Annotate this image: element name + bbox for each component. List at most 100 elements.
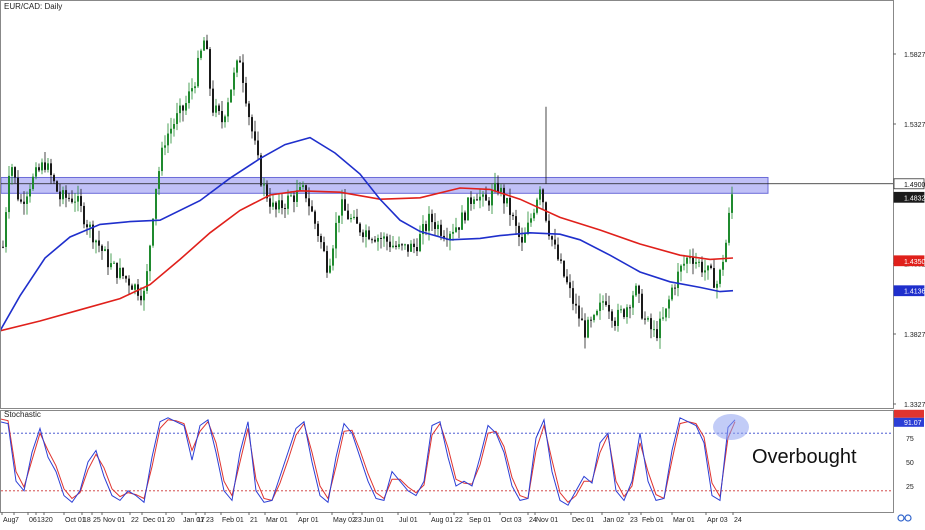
candle-body [521,237,523,243]
candle-body [134,284,136,289]
candle-body [182,106,184,111]
x-tick-label: Feb 01 [642,517,664,524]
stoch-tick-label: 25 [906,484,914,491]
candle-body [419,234,421,251]
candle-body [401,244,403,245]
candle-body [242,62,244,83]
candle-body [647,318,649,320]
x-tick-label: 20 [45,517,53,524]
x-tick-label: Oct 03 [501,517,522,524]
candle-body [173,124,175,129]
candle-body [338,216,340,223]
candle-body [275,203,277,210]
candle-body [278,200,280,209]
candle-body [365,230,367,237]
candle-body [473,199,475,204]
candle-body [50,163,52,175]
candle-body [698,262,700,263]
candle-body [644,319,646,320]
price-panel [0,35,893,349]
candle-body [440,225,442,236]
candle-body [257,141,259,156]
candle-body [65,190,67,198]
candle-body [482,194,484,196]
y-tick-label: 1.5327 [904,122,925,129]
candle-body [320,236,322,242]
candle-body [113,263,115,264]
candle-body [353,217,355,218]
logo-icon-2 [905,515,911,521]
x-tick-label: May 02 [333,517,356,524]
candle-body [170,129,172,134]
candle-body [83,206,85,224]
candle-body [176,113,178,124]
price-label-text: 1.4832 [904,195,925,202]
candle-body [563,261,565,277]
x-tick-label: 18 [83,517,91,524]
candle-body [659,319,661,338]
candle-body [131,285,133,289]
candle-body [95,240,97,242]
candle-body [428,214,430,231]
candle-body [35,167,37,176]
candle-body [125,276,127,279]
stoch-tick-label: 50 [906,460,914,467]
candle-body [719,270,721,284]
candle-body [722,262,724,270]
candle-body [140,296,142,300]
candle-body [731,194,733,213]
candle-body [470,197,472,204]
candle-body [515,216,517,226]
candle-body [347,211,349,220]
candle-body [542,189,544,202]
candle-body [314,211,316,223]
candle-body [557,245,559,260]
candle-body [41,162,43,170]
stochastic-title: Stochastic [4,410,41,419]
candle-body [551,236,553,240]
candle-body [299,187,301,190]
candle-body [596,311,598,315]
candle-body [233,73,235,90]
candle-body [371,239,373,240]
candle-body [692,257,694,264]
candle-body [599,303,601,311]
candle-body [638,286,640,294]
candle-body [308,198,310,206]
y-tick-label: 1.3327 [904,402,925,409]
candle-body [56,181,58,191]
candle-body [392,246,394,247]
candle-body [554,240,556,245]
candle-body [578,306,580,319]
candle-body [260,155,262,185]
y-tick-label: 1.5827 [904,52,925,59]
candle-body [656,329,658,338]
candle-body [185,103,187,111]
x-tick-label: 7 [15,517,19,524]
candle-body [311,206,313,211]
x-tick-label: Nov 01 [103,517,125,524]
candle-body [179,106,181,114]
candle-body [29,189,31,196]
candle-body [518,226,520,237]
x-tick-label: 22 [455,517,463,524]
candle-body [593,315,595,320]
candle-body [389,242,391,247]
candle-body [245,83,247,104]
candle-body [497,183,499,192]
x-tick-label: Jul 01 [399,517,418,524]
candle-body [479,197,481,201]
candle-body [608,305,610,311]
candle-body [686,258,688,264]
candle-body [431,214,433,222]
candle-body [716,284,718,288]
candle-body [386,236,388,241]
candle-body [71,199,73,203]
candle-body [416,247,418,251]
candle-body [263,184,265,185]
x-tick-label: 23 [630,517,638,524]
candle-body [620,309,622,310]
candle-body [74,202,76,203]
stoch-tick-label: 75 [906,436,914,443]
candle-body [248,103,250,117]
